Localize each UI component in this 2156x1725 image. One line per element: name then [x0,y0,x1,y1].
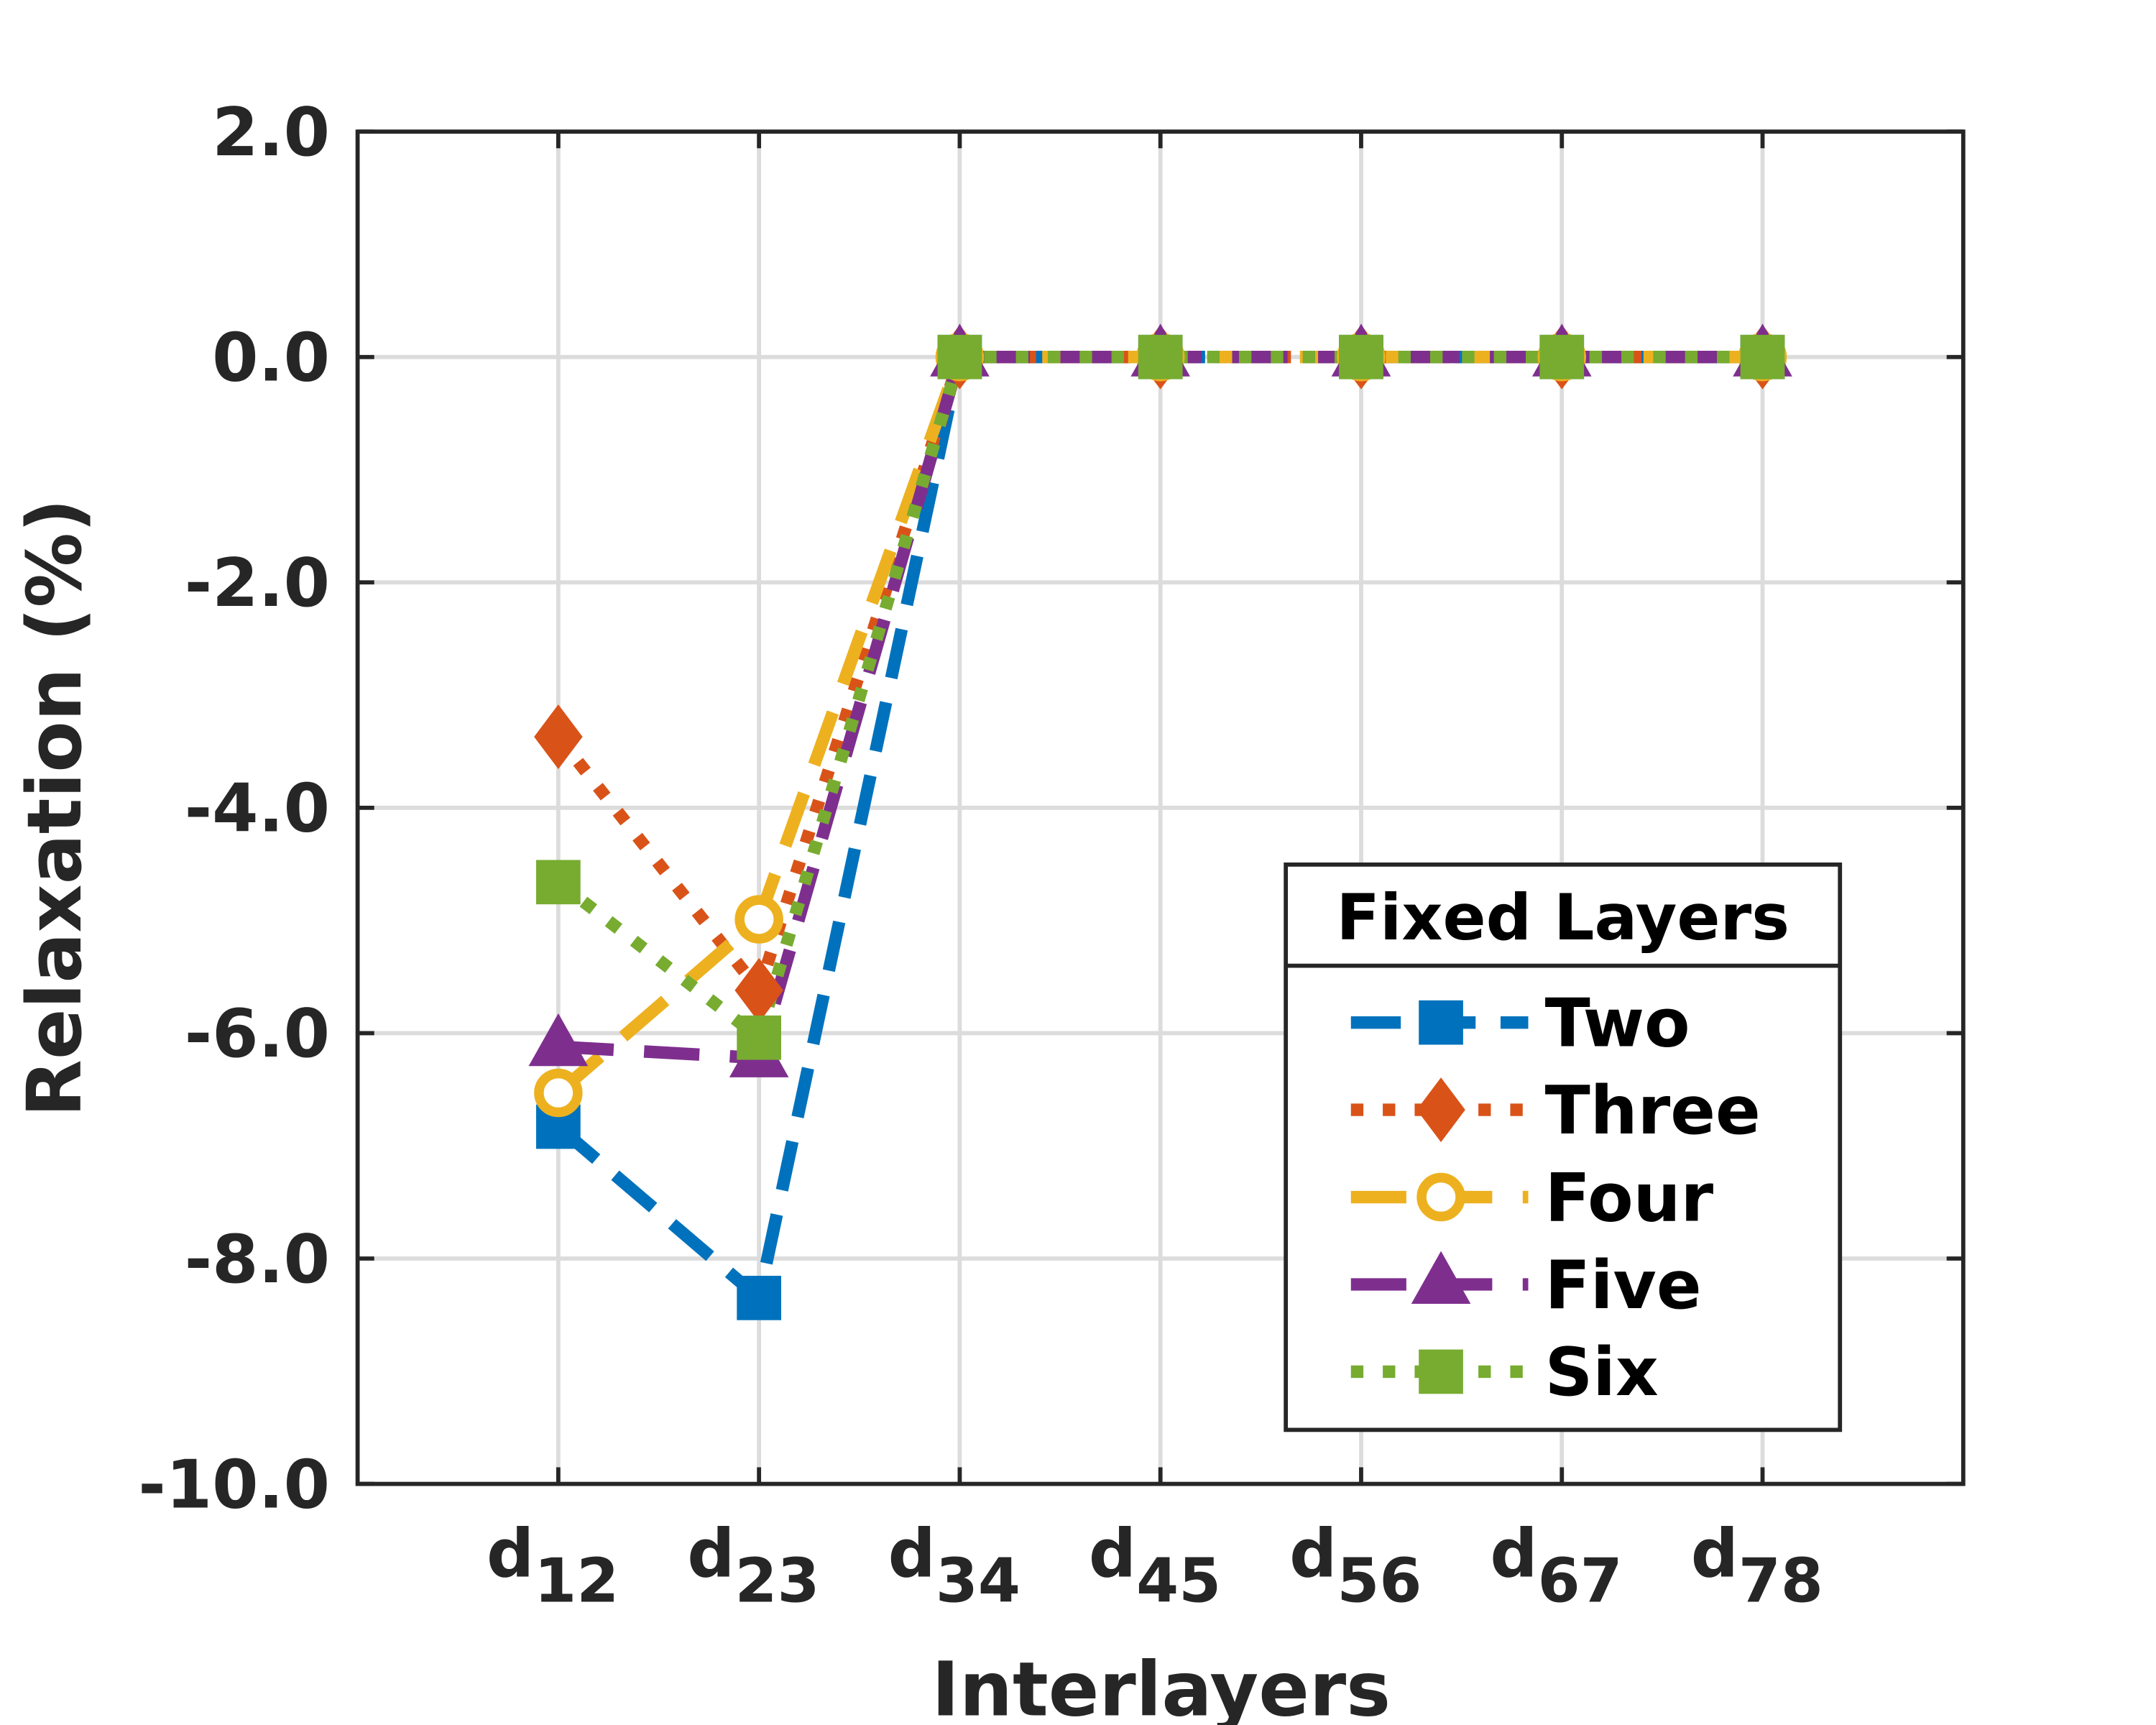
x-axis-label: Interlayers [931,1646,1391,1725]
legend-marker [1419,1349,1463,1394]
plot-frame [355,129,1966,1486]
y-tick-label: -4.0 [185,770,330,847]
y-axis-label: Relaxation (%) [11,499,98,1118]
legend-label: Four [1545,1159,1714,1236]
legend-marker [1416,1172,1465,1222]
marker [528,1013,589,1067]
marker [1740,334,1785,380]
legend: Fixed Layers Two Three Four Five Six [1284,862,1843,1432]
marker [1339,334,1383,380]
x-tick-label: d12 [487,1515,619,1617]
y-tick-label: -8.0 [185,1220,330,1298]
marker [534,704,583,770]
marker [536,860,581,905]
legend-marker [1416,1077,1465,1143]
marker [1138,334,1183,380]
marker [1539,334,1585,380]
legend-label: Two [1545,984,1690,1062]
y-tick-label: 2.0 [212,93,330,171]
y-tick-label: -2.0 [185,544,330,622]
y-tick-label: -6.0 [185,995,330,1072]
legend-label: Three [1545,1072,1761,1149]
y-tick-label: -10.0 [138,1445,330,1523]
y-tick-label: 0.0 [212,318,330,396]
marker [534,1068,583,1118]
marker [734,895,783,944]
marker [737,1015,781,1060]
marker [737,1276,781,1320]
legend-box [1284,862,1843,1432]
marker [937,334,982,380]
legend-label: Six [1545,1333,1659,1411]
legend-title: Fixed Layers [1336,880,1789,954]
legend-label: Five [1545,1246,1702,1324]
legend-marker [1411,1251,1471,1304]
legend-marker [1419,1000,1463,1045]
